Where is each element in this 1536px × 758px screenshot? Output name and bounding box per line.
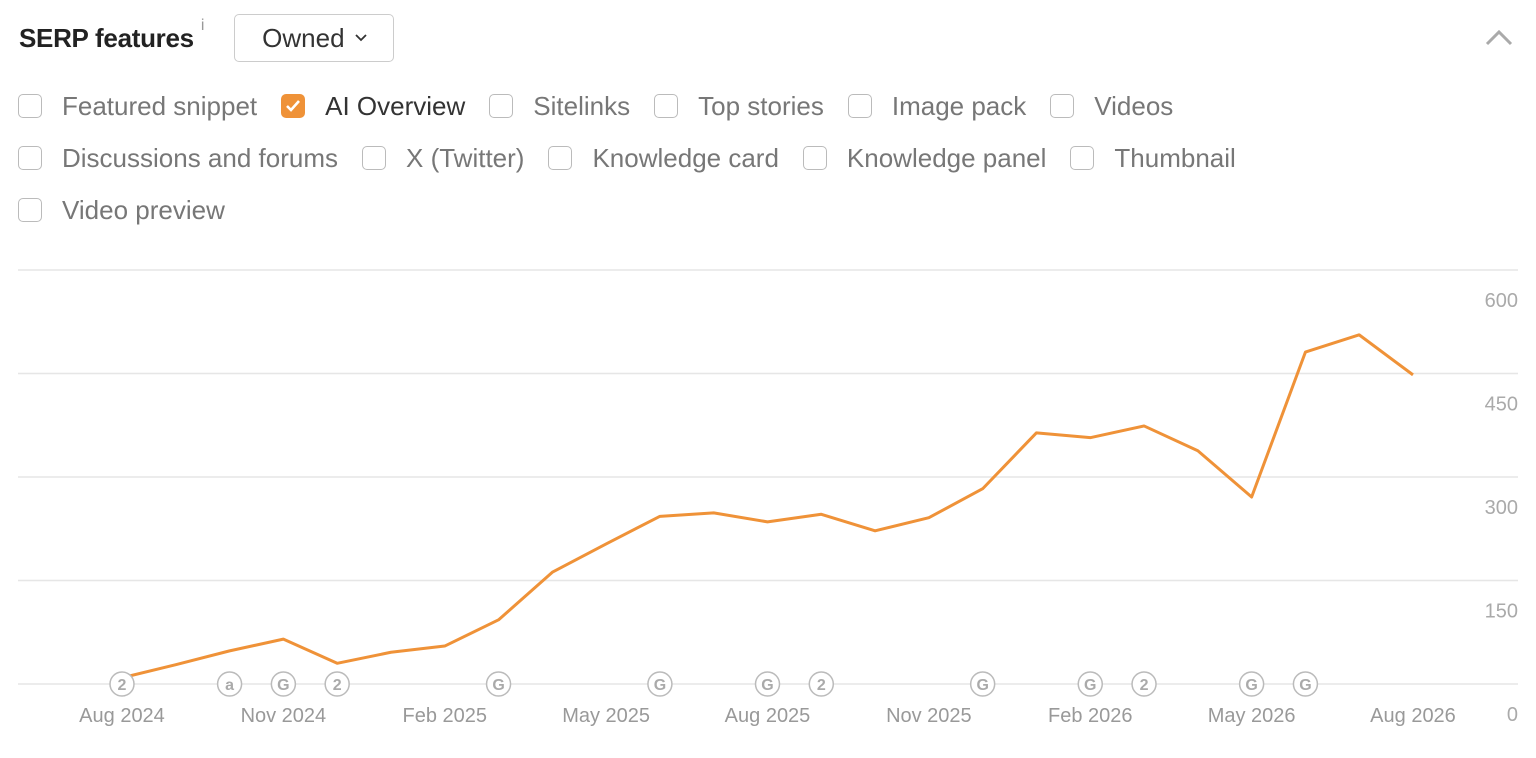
checkbox[interactable]: [654, 94, 679, 118]
checkbox[interactable]: [489, 94, 514, 118]
event-marker-label: G: [1084, 677, 1096, 694]
event-marker-label: 2: [817, 677, 826, 694]
header: SERP features i Owned: [19, 12, 395, 64]
feature-label: Featured snippet: [62, 90, 258, 121]
feature-label: Knowledge panel: [846, 142, 1047, 173]
x-tick-label: May 2026: [1208, 705, 1296, 727]
x-tick-label: Aug 2025: [725, 705, 811, 727]
event-marker: [1131, 671, 1157, 697]
event-marker: [969, 671, 996, 697]
event-marker: [808, 671, 835, 697]
event-marker: [324, 671, 350, 697]
x-tick-label: Feb 2026: [1048, 705, 1133, 727]
checkbox[interactable]: [548, 146, 573, 170]
feature-label: Sitelinks: [533, 90, 631, 121]
event-marker-label: G: [492, 677, 504, 694]
checkbox[interactable]: [847, 94, 872, 118]
feature-option[interactable]: Knowledge panel: [802, 136, 1047, 180]
feature-label: Video preview: [62, 194, 225, 225]
dropdown[interactable]: Owned: [234, 14, 395, 62]
checkbox[interactable]: [1070, 146, 1095, 170]
event-marker-label: 2: [1140, 677, 1149, 694]
event-marker-label: G: [277, 677, 289, 694]
section-title: SERP features: [19, 22, 194, 53]
x-tick-label: Feb 2025: [402, 705, 487, 727]
event-marker-label: G: [976, 677, 988, 694]
y-tick-label: 450: [1485, 394, 1518, 416]
feature-option[interactable]: Videos: [1050, 84, 1173, 128]
event-marker: [1077, 671, 1103, 697]
event-marker: [1238, 671, 1265, 697]
checkbox[interactable]: [18, 198, 42, 222]
feature-list: Featured snippet AI Overview Sitelinks Top …: [18, 84, 1418, 232]
y-tick-label: 0: [1507, 704, 1518, 726]
info-icon[interactable]: i: [200, 17, 205, 34]
checkbox[interactable]: [362, 146, 386, 170]
y-tick-label: 150: [1485, 601, 1518, 623]
event-marker-label: G: [1245, 677, 1257, 694]
y-tick-label: 600: [1485, 290, 1518, 312]
x-tick-label: Nov 2024: [241, 705, 327, 727]
event-marker: [216, 671, 243, 697]
feature-option[interactable]: Image pack: [847, 84, 1027, 128]
event-marker-label: G: [1299, 677, 1311, 694]
feature-option[interactable]: Video preview: [18, 188, 225, 232]
event-marker: [754, 671, 781, 697]
x-tick-label: Aug 2026: [1370, 705, 1456, 727]
feature-option[interactable]: Top stories: [654, 84, 824, 128]
x-tick-label: Nov 2025: [886, 705, 972, 727]
event-marker-label: G: [654, 677, 666, 694]
feature-option[interactable]: Sitelinks: [489, 84, 630, 128]
event-marker: [109, 671, 135, 697]
checkbox[interactable]: [18, 146, 42, 170]
event-marker-label: 2: [118, 677, 127, 694]
event-marker-label: 2: [333, 677, 342, 694]
feature-option[interactable]: AI Overview: [281, 84, 465, 128]
line: [121, 333, 1414, 680]
feature-label: Top stories: [698, 90, 824, 121]
checkbox[interactable]: [802, 146, 827, 170]
feature-option[interactable]: Thumbnail: [1070, 136, 1236, 180]
collapse-button[interactable]: [1484, 26, 1514, 48]
x-tick-label: May 2025: [562, 705, 650, 727]
dropdown-label: Owned: [262, 22, 345, 53]
event-marker: [647, 671, 673, 697]
y-tick-label: 300: [1485, 497, 1518, 519]
feature-label: Knowledge card: [592, 142, 779, 173]
event-marker: [1292, 671, 1319, 697]
x-tick-label: Aug 2024: [79, 705, 165, 727]
event-marker: [270, 671, 297, 697]
feature-label: AI Overview: [325, 90, 466, 121]
feature-label: X (Twitter): [406, 142, 525, 173]
dropdown-caret: [354, 34, 367, 42]
feature-label: Videos: [1094, 90, 1174, 121]
event-marker: [485, 671, 512, 697]
checkbox[interactable]: [1050, 94, 1075, 118]
feature-label: Discussions and forums: [62, 142, 338, 173]
event-marker-label: G: [761, 677, 773, 694]
check-mark: [286, 100, 301, 112]
feature-option[interactable]: X (Twitter): [362, 136, 524, 180]
feature-option[interactable]: Discussions and forums: [18, 136, 338, 180]
feature-label: Image pack: [891, 90, 1027, 121]
feature-option[interactable]: Knowledge card: [548, 136, 779, 180]
checkbox[interactable]: [281, 94, 306, 118]
feature-label: Thumbnail: [1114, 142, 1236, 173]
feature-option[interactable]: Featured snippet: [18, 84, 257, 128]
event-marker-label: a: [225, 677, 234, 694]
checkbox[interactable]: [18, 94, 42, 118]
